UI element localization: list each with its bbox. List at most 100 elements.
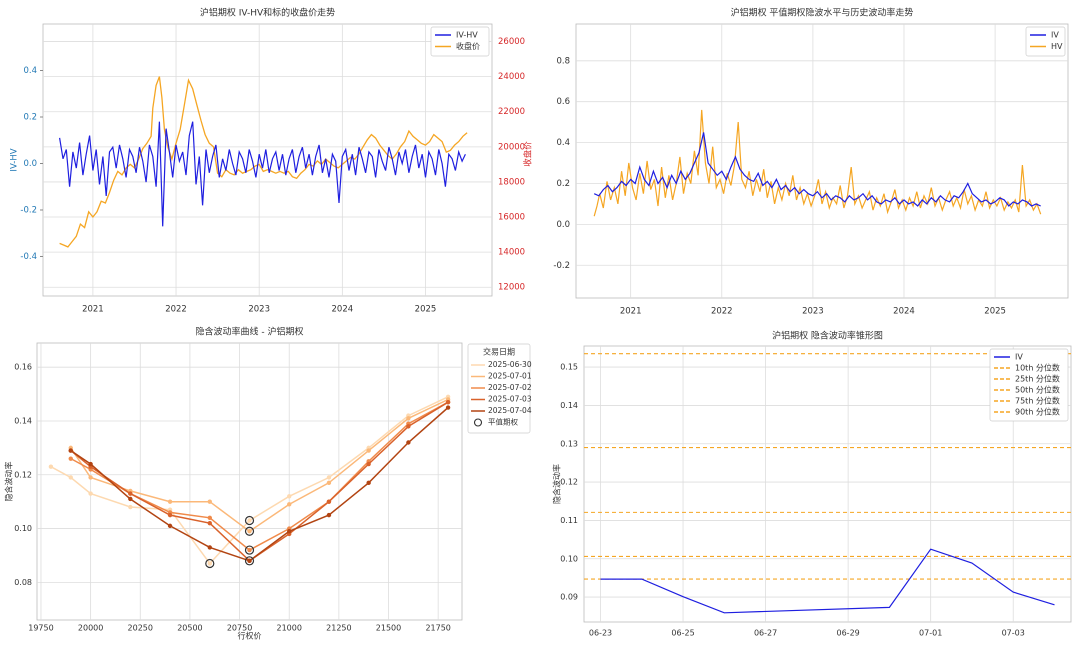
x-tick-label: 20750 (227, 624, 252, 633)
x-tick-label: 20500 (177, 624, 202, 633)
legend-label: 2025-07-03 (488, 395, 532, 404)
smile-point (326, 499, 332, 504)
smile-point (247, 547, 252, 553)
smile-point (128, 496, 133, 502)
x-tick-label: 06-23 (589, 629, 612, 638)
smile-point (207, 520, 212, 526)
chart-ivhv-close: 2021 2022 2023 2024 2025 12000 14000 16000 18000… (10, 7, 534, 315)
smile-point (366, 461, 371, 467)
y-tick-label: 0.10 (560, 554, 578, 563)
x-tick-label: 2024 (893, 307, 915, 317)
y-tick-label: 0.8 (556, 56, 570, 66)
smile-point (247, 529, 252, 534)
smile-point (406, 424, 411, 429)
chart-title: 沪铝期权 隐含波动率锥形图 (772, 330, 883, 342)
x-tick-label: 21000 (276, 624, 301, 633)
x-tick-label: 2025 (415, 305, 437, 315)
smile-point (88, 461, 93, 467)
series-iv-line (593, 132, 1041, 207)
atm-marker (244, 556, 255, 566)
legend-label: IV (1051, 31, 1059, 40)
y-tick-label: 0.0 (23, 159, 37, 169)
x-tick-label: 20000 (78, 624, 103, 633)
smile-point (128, 491, 133, 496)
chart-title: 沪铝期权 平值期权隐波水平与历史波动率走势 (731, 7, 914, 19)
y2-tick-label: 20000 (498, 142, 525, 152)
legend-label: 2025-07-01 (488, 372, 532, 381)
legend-label: 2025-06-30 (488, 360, 532, 369)
smile-point (326, 475, 332, 480)
x-tick-label: 21750 (425, 624, 450, 633)
y-tick-label: 0.14 (560, 401, 578, 410)
y-tick-label: 0.6 (556, 97, 570, 107)
smile-point (167, 512, 173, 518)
y2-tick-label: 16000 (498, 213, 525, 223)
x-tick-label: 2023 (248, 305, 270, 315)
atm-marker (244, 515, 255, 526)
legend-label: 平值期权 (488, 417, 518, 427)
y2-tick-label: 14000 (498, 248, 525, 258)
smile-point (48, 464, 54, 469)
y2-tick-label: 24000 (498, 72, 525, 82)
y-tick-label: 0.11 (560, 516, 578, 525)
smile-point (207, 499, 212, 504)
chart-iv-smile: 19750 20000 20250 20500 20750 21000 21250 21500… (4, 326, 532, 641)
atm-marker (244, 545, 255, 555)
smile-point (326, 480, 332, 486)
smile-point (88, 491, 93, 496)
x-tick-label: 07-01 (919, 629, 942, 638)
x-tick-label: 21500 (376, 624, 401, 633)
legend-label: 2025-07-02 (488, 383, 532, 392)
y-tick-label: 0.2 (556, 179, 570, 189)
x-tick-label: 19750 (28, 624, 53, 633)
smile-point (167, 499, 173, 504)
x-tick-label: 20250 (128, 624, 153, 633)
x-tick-label: 06-25 (671, 629, 694, 638)
x-tick-label: 2024 (332, 305, 354, 315)
series-ivhv-line (59, 121, 466, 227)
legend-atm-marker (473, 418, 483, 427)
y2-tick-label: 18000 (498, 177, 525, 187)
legend-label: HV (1051, 42, 1063, 51)
y2-tick-label: 22000 (498, 107, 525, 117)
x-tick-label: 2022 (165, 305, 187, 315)
x-tick-label: 2022 (711, 307, 733, 317)
chart-title: 沪铝期权 IV-HV和标的收盘价走势 (200, 7, 335, 19)
smile-point (207, 515, 212, 521)
x-tick-label: 2023 (802, 307, 824, 317)
smile-point (326, 512, 332, 518)
legend-label: 10th 分位数 (1015, 363, 1060, 373)
x-tick-label: 21250 (326, 624, 351, 633)
chart-iv-cone: 06-23 06-25 06-27 06-29 07-01 07-03 0.09 0.10 0.… (552, 330, 1072, 638)
legend-label: 90th 分位数 (1015, 407, 1060, 417)
y-tick-label: 0.08 (14, 578, 32, 587)
smile-point (68, 456, 73, 461)
y-tick-label: 0.4 (556, 138, 570, 148)
smile-point (406, 416, 411, 421)
smile-point (207, 561, 212, 566)
smile-point (88, 475, 93, 480)
chart-iv-hv: 2021 2022 2023 2024 2025 -0.2 0.0 0.2 0.4 0.6 0.8 沪… (553, 7, 1069, 317)
legend-label: 50th 分位数 (1015, 385, 1060, 395)
legend-label: 2025-07-04 (488, 406, 532, 415)
smile-point (68, 448, 73, 453)
y-tick-label: 0.13 (560, 439, 578, 448)
y2-axis-label: 收盘价 (523, 141, 534, 167)
legend-label: 25th 分位数 (1015, 374, 1060, 384)
smile-point (445, 399, 451, 405)
smile-point (167, 523, 173, 529)
y-tick-label: 0.12 (560, 478, 578, 487)
y-tick-label: 0.14 (14, 416, 32, 425)
y-tick-label: 0.10 (14, 524, 32, 533)
x-tick-label: 06-27 (754, 629, 777, 638)
y-tick-label: -0.4 (20, 252, 37, 262)
smile-point (247, 518, 252, 523)
y-tick-label: 0.09 (560, 593, 578, 602)
chart-title: 隐含波动率曲线 - 沪铝期权 (196, 326, 304, 338)
y-axis-label: 隐含波动率 (4, 462, 14, 502)
y-tick-label: 0.12 (14, 470, 32, 479)
smile-point (287, 502, 292, 507)
y-tick-label: 0.0 (556, 220, 570, 230)
x-tick-label: 07-03 (1002, 629, 1025, 638)
smile-point (247, 558, 252, 564)
